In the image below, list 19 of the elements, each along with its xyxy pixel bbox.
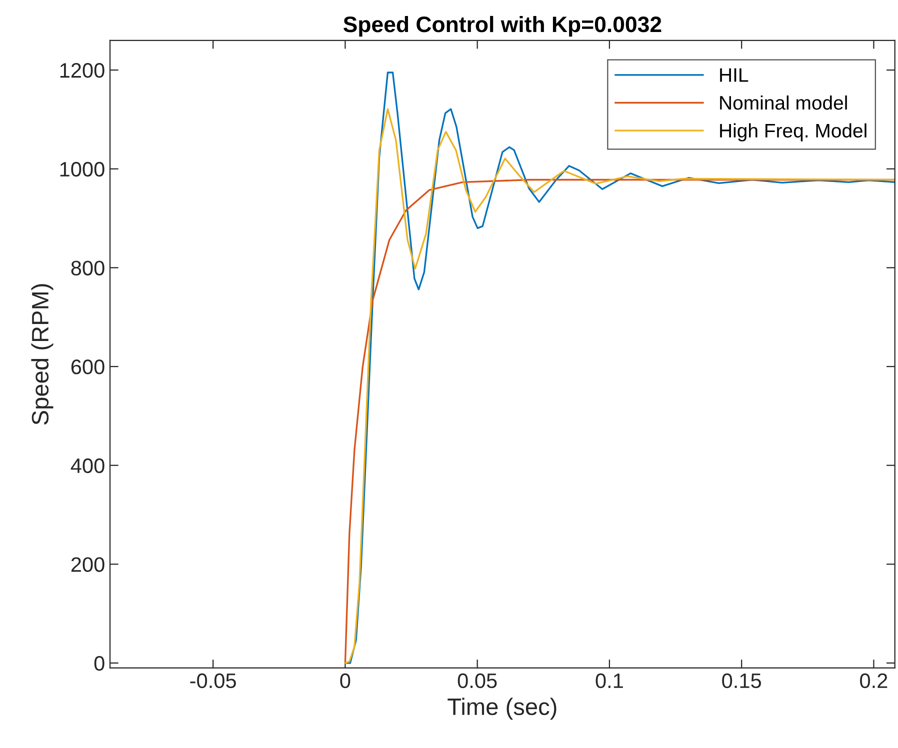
y-tick-label: 1000: [60, 162, 104, 177]
y-tick-label: 600: [71, 360, 104, 374]
x-tick-label: 0: [340, 673, 350, 688]
y-tick-label: 0: [94, 656, 104, 671]
chart-title: Speed Control with Kp=0.0032: [343, 16, 662, 37]
x-tick-label: 0.15: [722, 673, 761, 688]
y-axis-title: Speed (RPM): [31, 284, 54, 425]
y-tick-label: 1200: [60, 63, 104, 78]
x-tick-label: 0.2: [860, 673, 888, 688]
y-tick-label: 800: [71, 260, 104, 276]
legend-label: Nominal model: [720, 95, 847, 110]
legend-label: High Freq. Model: [720, 123, 866, 142]
y-tick-label: 400: [70, 458, 104, 474]
x-axis-title: Time (sec): [448, 698, 556, 720]
x-tick-label: 0.05: [458, 673, 497, 688]
legend-label: HIL: [720, 68, 748, 82]
x-tick-label: 0.1: [596, 673, 623, 688]
y-tick-label: 200: [71, 557, 104, 572]
x-tick-label: -0.05: [190, 673, 236, 688]
